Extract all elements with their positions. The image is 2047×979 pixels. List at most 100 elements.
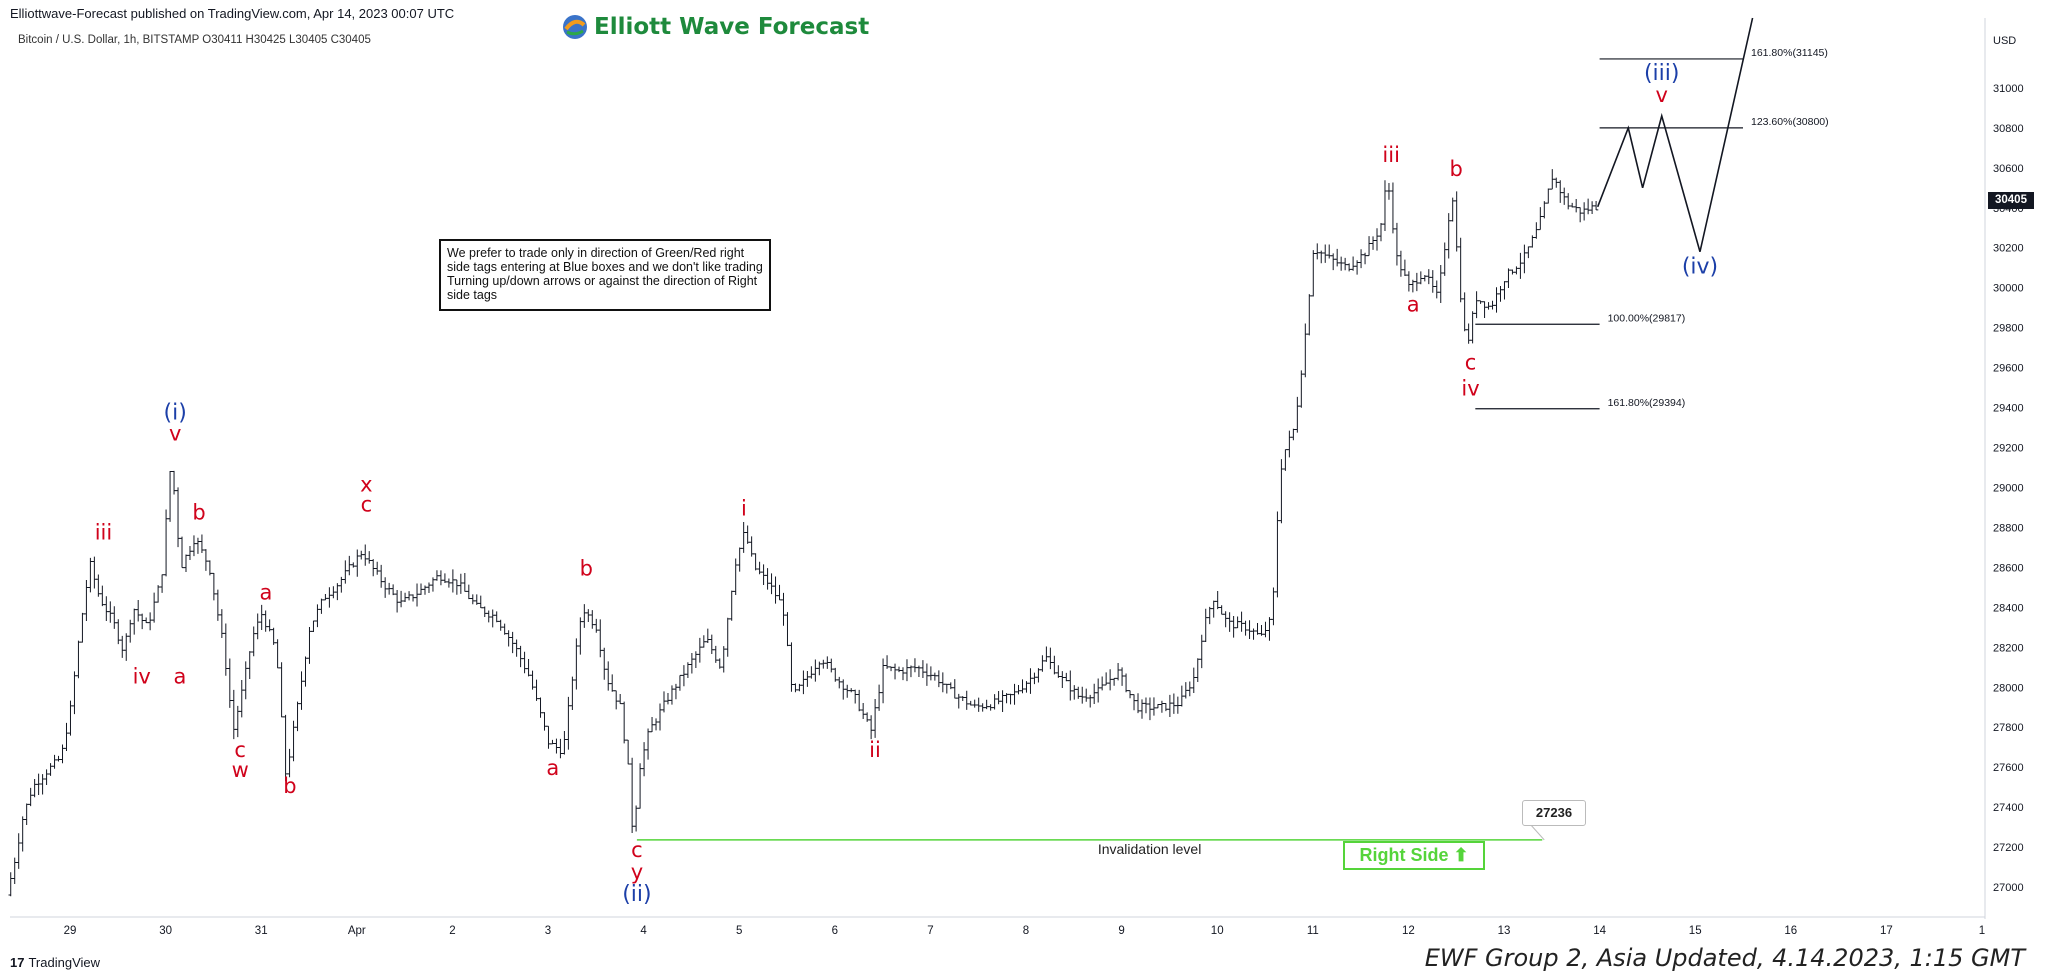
ohlc-bar [661, 691, 667, 713]
ohlc-bar [335, 583, 340, 601]
ohlc-bar [681, 665, 687, 687]
x-tick-label: 15 [1689, 925, 1702, 937]
wave-label: c [1465, 351, 1477, 375]
ohlc-bar [1135, 693, 1141, 714]
ohlc-bar [1354, 260, 1360, 275]
tradingview-footer[interactable]: 17 TradingView [10, 955, 100, 970]
ohlc-bar [219, 609, 225, 639]
ohlc-bar [60, 744, 65, 764]
ohlc-bar [458, 573, 464, 594]
ohlc-bar [649, 717, 655, 733]
wave-label: (ii) [622, 882, 651, 907]
ohlc-bar [717, 658, 722, 669]
ohlc-bar [211, 572, 217, 601]
ohlc-bar [494, 611, 499, 623]
ohlc-bar [1147, 697, 1153, 721]
ohlc-bar [502, 623, 507, 635]
y-tick-label: 29600 [1993, 363, 2024, 375]
ohlc-bar [1088, 694, 1093, 708]
ohlc-bar [96, 574, 101, 597]
ohlc-bar [1398, 250, 1404, 277]
ohlc-bar [1267, 617, 1272, 641]
ohlc-bar [271, 627, 276, 645]
x-tick-label: 31 [255, 925, 268, 937]
ohlc-bar [434, 570, 440, 581]
wave-label: c [234, 738, 246, 762]
ohlc-bar [486, 610, 491, 623]
ohlc-bar [506, 630, 511, 647]
wave-label: b [283, 774, 296, 798]
ohlc-bar [147, 612, 153, 631]
ohlc-bar [641, 742, 647, 777]
ohlc-bar [1131, 694, 1137, 711]
ohlc-bar [1012, 683, 1017, 705]
ohlc-bar [976, 697, 981, 712]
ohlc-bar [251, 626, 256, 657]
ohlc-bar [920, 660, 926, 678]
ohlc-bar [673, 683, 679, 700]
ohlc-bar [1319, 250, 1324, 264]
ohlc-bar [1402, 259, 1408, 277]
ohlc-bar [574, 638, 579, 690]
wave-label: ii [869, 738, 881, 762]
ohlc-bar [1446, 213, 1451, 259]
ohlc-bar [1474, 291, 1479, 319]
ohlc-bar [892, 663, 898, 680]
ohlc-bar [1139, 699, 1145, 719]
ohlc-bar [729, 590, 734, 621]
ohlc-bar [231, 689, 236, 740]
symbol-ohlc-line[interactable]: Bitcoin / U.S. Dollar, 1h, BITSTAMP O304… [18, 34, 371, 46]
ohlc-bar [637, 763, 643, 809]
ohlc-bar [1283, 449, 1288, 471]
ohlc-bar [617, 693, 623, 705]
ohlc-bar [1235, 616, 1240, 629]
ohlc-bar [1076, 686, 1081, 699]
ohlc-bar [1414, 272, 1420, 292]
wave-label: (i) [164, 401, 187, 426]
ohlc-bar [1462, 292, 1467, 332]
ohlc-bar [701, 635, 707, 648]
ohlc-bar [797, 683, 802, 692]
ohlc-bar [1330, 253, 1336, 271]
ohlc-bar [586, 609, 591, 622]
ohlc-bar [442, 573, 448, 583]
ohlc-bar [928, 666, 934, 681]
ohlc-bar [625, 739, 631, 765]
ohlc-bar [705, 628, 711, 644]
ohlc-bar [578, 617, 583, 655]
ohlc-bar [745, 525, 750, 544]
y-tick-label: 27800 [1993, 722, 2024, 734]
x-tick-label: 4 [640, 925, 647, 937]
ohlc-bar [68, 700, 73, 736]
ohlc-bar [1107, 669, 1113, 691]
ohlc-bar [382, 577, 388, 598]
ohlc-bar [1171, 693, 1177, 714]
ohlc-bar [526, 659, 531, 677]
wave-label: y [631, 860, 643, 884]
x-tick-label: 2 [449, 925, 455, 937]
ohlc-bar [1123, 673, 1129, 693]
ohlc-bar [733, 558, 738, 595]
wave-label: iv [1461, 377, 1479, 401]
ohlc-bar [1095, 678, 1101, 703]
ohlc-bar [1223, 611, 1228, 628]
ohlc-bar [16, 833, 21, 869]
ohlc-bar [132, 608, 137, 635]
fib-level-label: 123.60%(30800) [1751, 116, 1829, 128]
ohlc-bar [566, 696, 571, 750]
ohlc-bar [534, 679, 539, 701]
ohlc-bar [956, 693, 961, 709]
wave-label: iv [133, 664, 151, 688]
ohlc-bar [1311, 250, 1316, 297]
ohlc-bar [964, 690, 969, 710]
ohlc-bar [912, 658, 918, 673]
ohlc-bar [645, 728, 651, 760]
ohlc-bar [872, 699, 878, 738]
ohlc-bar [446, 578, 452, 588]
invalidation-value-badge: 27236 [1522, 800, 1586, 826]
ohlc-bar [908, 665, 914, 678]
ohlc-bar [737, 547, 742, 572]
ohlc-bar [793, 683, 798, 693]
x-tick-label: 7 [927, 925, 933, 937]
